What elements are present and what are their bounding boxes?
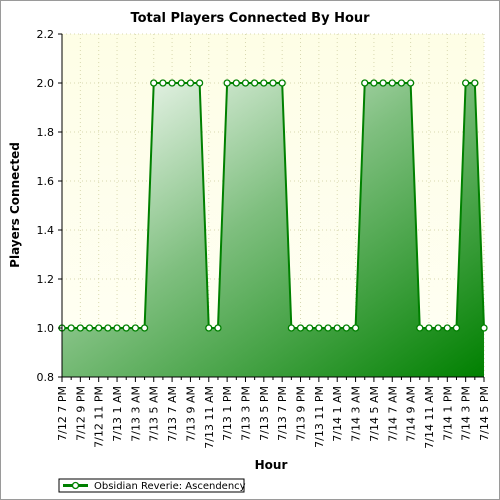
data-point [452,324,461,332]
data-point [140,324,149,332]
data-point [406,79,415,87]
data-point [324,324,332,332]
data-point [397,79,406,87]
data-point [159,79,167,87]
data-point [131,324,140,332]
y-tick-label: 0.8 [37,371,55,384]
x-tick-label: 7/13 7 AM [166,386,179,442]
y-tick-label: 1.4 [37,224,55,237]
x-tick-label: 7/14 1 AM [331,386,344,442]
y-tick-label: 1.6 [37,175,55,188]
data-point [315,324,323,332]
x-tick-label: 7/14 7 AM [386,386,399,442]
x-tick-label: 7/13 9 PM [295,386,308,441]
x-tick-label: 7/14 5 AM [368,386,381,442]
data-point [205,324,213,332]
data-point [370,79,378,87]
data-point [214,324,222,332]
data-point [177,79,185,87]
x-tick-label: 7/14 1 PM [441,386,454,441]
data-point [122,324,130,332]
x-tick-label: 7/12 11 PM [93,386,106,448]
x-tick-label: 7/14 9 AM [405,386,418,442]
legend: Obsidian Reverie: Ascendency [58,478,246,493]
data-point [333,324,341,332]
y-tick-label: 1.2 [37,273,55,286]
x-tick-label: 7/14 3 AM [350,386,363,442]
data-point [150,79,158,87]
x-tick-label: 7/13 1 PM [221,386,234,441]
y-tick-label: 2.2 [37,28,55,41]
series-area [62,83,484,377]
x-tick-label: 7/12 7 PM [56,386,69,441]
x-tick-label: 7/13 5 PM [258,386,271,441]
data-point [425,324,433,332]
data-point [223,79,231,87]
x-axis-title: Hour [255,458,288,472]
data-point [67,324,75,332]
x-tick-label: 7/14 3 PM [460,386,473,441]
data-point [388,79,396,87]
x-tick-label: 7/13 11 AM [203,386,216,449]
x-tick-label: 7/13 9 AM [184,386,197,442]
data-point [480,324,488,332]
y-ticks: 0.8 1.0 1.2 1.4 1.6 1.8 2.0 2.2 [37,28,62,384]
data-point [168,79,176,87]
y-axis-title: Players Connected [8,142,22,268]
data-point [76,324,84,332]
data-point [361,79,369,87]
legend-swatch-marker [71,481,80,490]
x-tick-label: 7/14 11 AM [423,386,436,449]
data-point [186,79,195,87]
legend-box [58,478,245,493]
data-point [351,324,360,332]
x-tick-label: 7/13 3 AM [129,386,142,442]
data-point [85,324,94,332]
x-tick-label: 7/14 5 PM [478,386,491,441]
y-tick-label: 1.8 [37,126,55,139]
x-tick-label: 7/13 1 AM [111,386,124,442]
data-point [296,324,305,332]
data-point [306,324,314,332]
x-tick-label: 7/13 3 PM [239,386,252,441]
data-point [471,79,479,87]
data-point [278,79,286,87]
data-point [260,79,268,87]
data-point [434,324,442,332]
x-ticks: 7/12 7 PM 7/12 9 PM 7/12 11 PM 7/13 1 AM 7/1… [56,377,491,449]
data-point [462,79,470,87]
data-point [195,79,204,87]
y-tick-label: 2.0 [37,77,55,90]
data-point [113,324,121,332]
data-point [416,324,424,332]
legend-label: Obsidian Reverie: Ascendency [94,481,246,492]
x-tick-label: 7/13 5 AM [148,386,161,442]
data-point [104,324,112,332]
x-tick-label: 7/12 9 PM [74,386,87,441]
data-point [287,324,295,332]
data-point [443,324,451,332]
x-tick-label: 7/13 11 PM [313,386,326,448]
data-point [251,79,259,87]
x-tick-label: 7/13 7 PM [276,386,289,441]
y-tick-label: 1.0 [37,322,55,335]
data-point [232,79,240,87]
data-point [95,324,103,332]
data-point [241,79,250,87]
data-point [342,324,351,332]
data-point [379,79,387,87]
chart-title: Total Players Connected By Hour [130,11,370,26]
data-point [269,79,277,87]
